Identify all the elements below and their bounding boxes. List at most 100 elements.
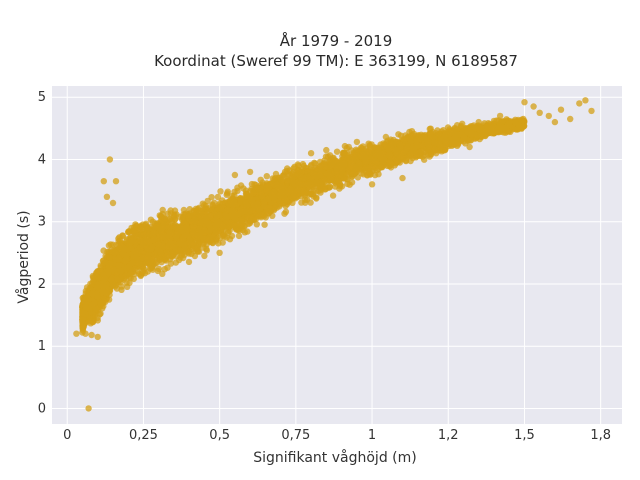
data-point xyxy=(193,245,201,252)
data-point xyxy=(83,284,91,291)
data-point xyxy=(183,231,190,239)
data-point xyxy=(431,146,439,153)
data-point xyxy=(199,200,206,207)
data-point xyxy=(425,151,432,158)
data-point xyxy=(311,160,319,167)
data-point xyxy=(295,162,302,169)
data-point xyxy=(223,234,230,241)
data-point xyxy=(138,224,146,231)
data-point xyxy=(426,125,433,133)
data-point xyxy=(326,171,333,179)
data-point xyxy=(313,195,320,202)
data-point xyxy=(252,215,259,223)
data-point xyxy=(343,144,350,152)
data-point xyxy=(329,192,337,199)
data-point xyxy=(94,317,102,324)
data-point xyxy=(171,207,179,214)
data-point xyxy=(336,180,343,187)
data-point xyxy=(194,232,201,239)
data-point xyxy=(392,147,399,154)
data-point xyxy=(159,206,166,214)
data-point xyxy=(282,208,290,215)
data-point xyxy=(361,166,369,173)
data-point xyxy=(373,152,381,159)
data-point xyxy=(167,260,175,267)
data-point xyxy=(340,150,347,158)
data-point xyxy=(263,187,270,195)
data-point xyxy=(125,228,133,235)
data-point xyxy=(161,215,168,222)
chart-title-line2: Koordinat (Sweref 99 TM): E 363199, N 61… xyxy=(154,52,518,70)
data-point xyxy=(317,162,324,170)
data-point xyxy=(377,163,385,171)
data-point xyxy=(223,191,230,198)
data-point xyxy=(229,196,237,204)
data-point xyxy=(217,188,224,195)
data-point xyxy=(127,270,134,278)
data-point xyxy=(185,258,193,266)
data-point xyxy=(386,152,393,159)
data-point xyxy=(347,157,354,164)
data-point xyxy=(379,156,386,163)
data-point xyxy=(435,130,442,137)
data-point xyxy=(255,206,262,213)
data-point xyxy=(395,131,402,138)
data-point xyxy=(386,159,394,166)
data-point xyxy=(346,181,353,188)
data-point xyxy=(333,148,341,155)
data-point xyxy=(123,279,130,286)
data-point xyxy=(298,199,305,206)
data-point xyxy=(454,141,462,148)
data-point xyxy=(329,155,337,162)
data-point xyxy=(163,252,170,259)
data-point xyxy=(436,143,444,151)
data-point xyxy=(338,168,346,175)
data-point xyxy=(231,188,238,195)
data-point xyxy=(441,132,449,140)
data-point xyxy=(115,235,122,242)
data-point xyxy=(107,241,114,248)
data-point xyxy=(259,179,266,186)
data-point xyxy=(214,193,222,201)
data-point xyxy=(172,233,180,240)
data-point xyxy=(372,164,379,172)
data-point xyxy=(229,207,236,214)
data-point xyxy=(274,181,281,188)
data-point xyxy=(100,247,107,254)
data-point xyxy=(371,171,379,179)
data-point xyxy=(113,285,121,292)
data-point xyxy=(172,259,179,266)
data-point xyxy=(270,206,278,214)
data-point xyxy=(253,221,260,228)
data-point xyxy=(261,221,268,228)
data-point xyxy=(190,208,198,215)
chart-title-line1: År 1979 - 2019 xyxy=(280,31,393,50)
data-point xyxy=(397,144,404,151)
data-point xyxy=(238,216,245,223)
data-point xyxy=(235,232,243,240)
data-point xyxy=(166,215,173,223)
data-point xyxy=(200,244,207,251)
data-point xyxy=(413,151,420,158)
data-point xyxy=(258,212,265,219)
data-point xyxy=(240,185,247,192)
data-point xyxy=(400,136,407,143)
data-point xyxy=(263,173,270,180)
data-point xyxy=(191,252,199,260)
data-point xyxy=(353,138,361,146)
data-point xyxy=(230,214,238,221)
data-point xyxy=(122,257,129,264)
data-point xyxy=(131,248,139,256)
data-point xyxy=(290,193,297,200)
data-point xyxy=(343,176,350,183)
data-point xyxy=(204,197,211,205)
data-point xyxy=(279,172,286,180)
data-point xyxy=(239,208,246,216)
data-point xyxy=(211,199,218,206)
data-point xyxy=(407,150,414,158)
data-point xyxy=(218,205,225,212)
data-point xyxy=(190,223,197,230)
data-point xyxy=(164,210,171,217)
